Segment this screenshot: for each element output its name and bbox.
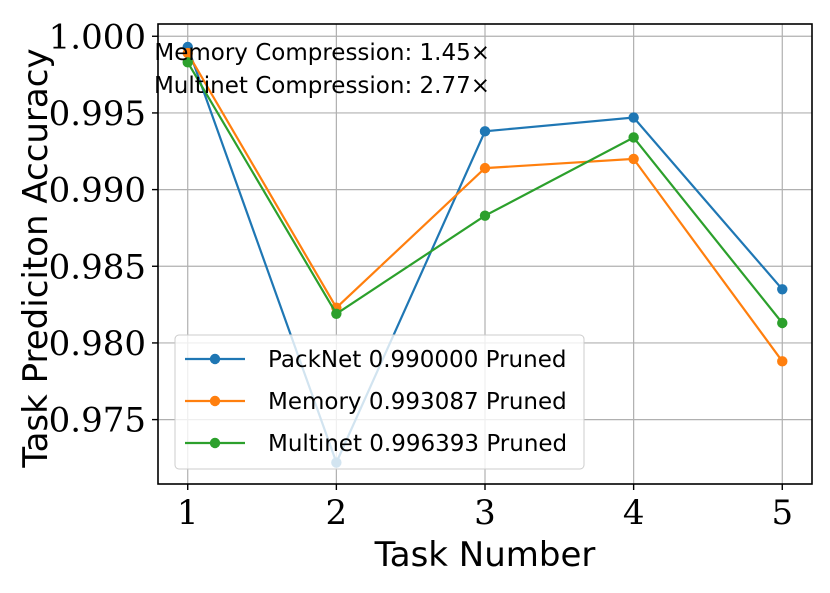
legend-item-1: Memory 0.993087 Pruned: [185, 389, 567, 415]
y-tick-label-5: 1.000: [49, 17, 146, 57]
legend-box: [174, 334, 585, 470]
data-point-1-2: [479, 162, 491, 174]
y-axis-ticks: 0.975 0.980 0.985 0.990 0.995 1.000: [49, 17, 158, 441]
legend-label-2: Multinet 0.996393 Pruned: [268, 431, 567, 457]
legend-marker-0: [209, 353, 221, 365]
data-point-2-0: [182, 57, 193, 68]
data-point-0-2: [479, 126, 491, 137]
data-point-1-3: [628, 153, 639, 165]
y-tick-label-1: 0.980: [49, 324, 146, 364]
x-tick-label-2: 3: [474, 493, 496, 533]
y-tick-label-2: 0.985: [49, 247, 146, 287]
data-point-2-3: [628, 132, 639, 143]
data-point-0-3: [628, 112, 639, 123]
legend-marker-1: [209, 395, 221, 407]
data-point-2-1: [331, 308, 342, 319]
data-point-1-0: [182, 47, 193, 59]
annotation-multinet-compression: Multinet Compression: 2.77×: [154, 73, 490, 99]
data-point-2-2: [479, 210, 491, 221]
data-point-1-4: [777, 356, 788, 367]
legend-label-1: Memory 0.993087 Pruned: [268, 389, 567, 415]
series-lines: [182, 41, 788, 468]
annotation-memory-compression: Memory Compression: 1.45×: [154, 40, 490, 66]
y-tick-label-0: 0.975: [49, 401, 146, 441]
legend: PackNet 0.990000 Pruned Memory 0.993087 P…: [174, 334, 585, 470]
legend-label-0: PackNet 0.990000 Pruned: [268, 347, 566, 373]
x-tick-label-0: 1: [177, 493, 199, 533]
x-tick-label-4: 5: [771, 493, 793, 533]
data-point-0-4: [777, 284, 788, 295]
x-axis-label: Task Number: [374, 535, 596, 575]
x-axis-ticks: 1 2 3 4 5: [177, 484, 793, 533]
y-tick-label-3: 0.990: [49, 171, 146, 211]
legend-item-2: Multinet 0.996393 Pruned: [185, 431, 567, 457]
series-2: [182, 57, 788, 329]
x-tick-label-3: 4: [623, 493, 645, 533]
x-tick-label-1: 2: [326, 493, 348, 533]
legend-marker-2: [209, 437, 221, 449]
y-axis-label: Task Prediciton Accuracy: [16, 48, 56, 468]
legend-item-0: PackNet 0.990000 Pruned: [185, 347, 566, 373]
data-point-2-4: [777, 317, 788, 329]
y-tick-label-4: 0.995: [49, 94, 146, 134]
